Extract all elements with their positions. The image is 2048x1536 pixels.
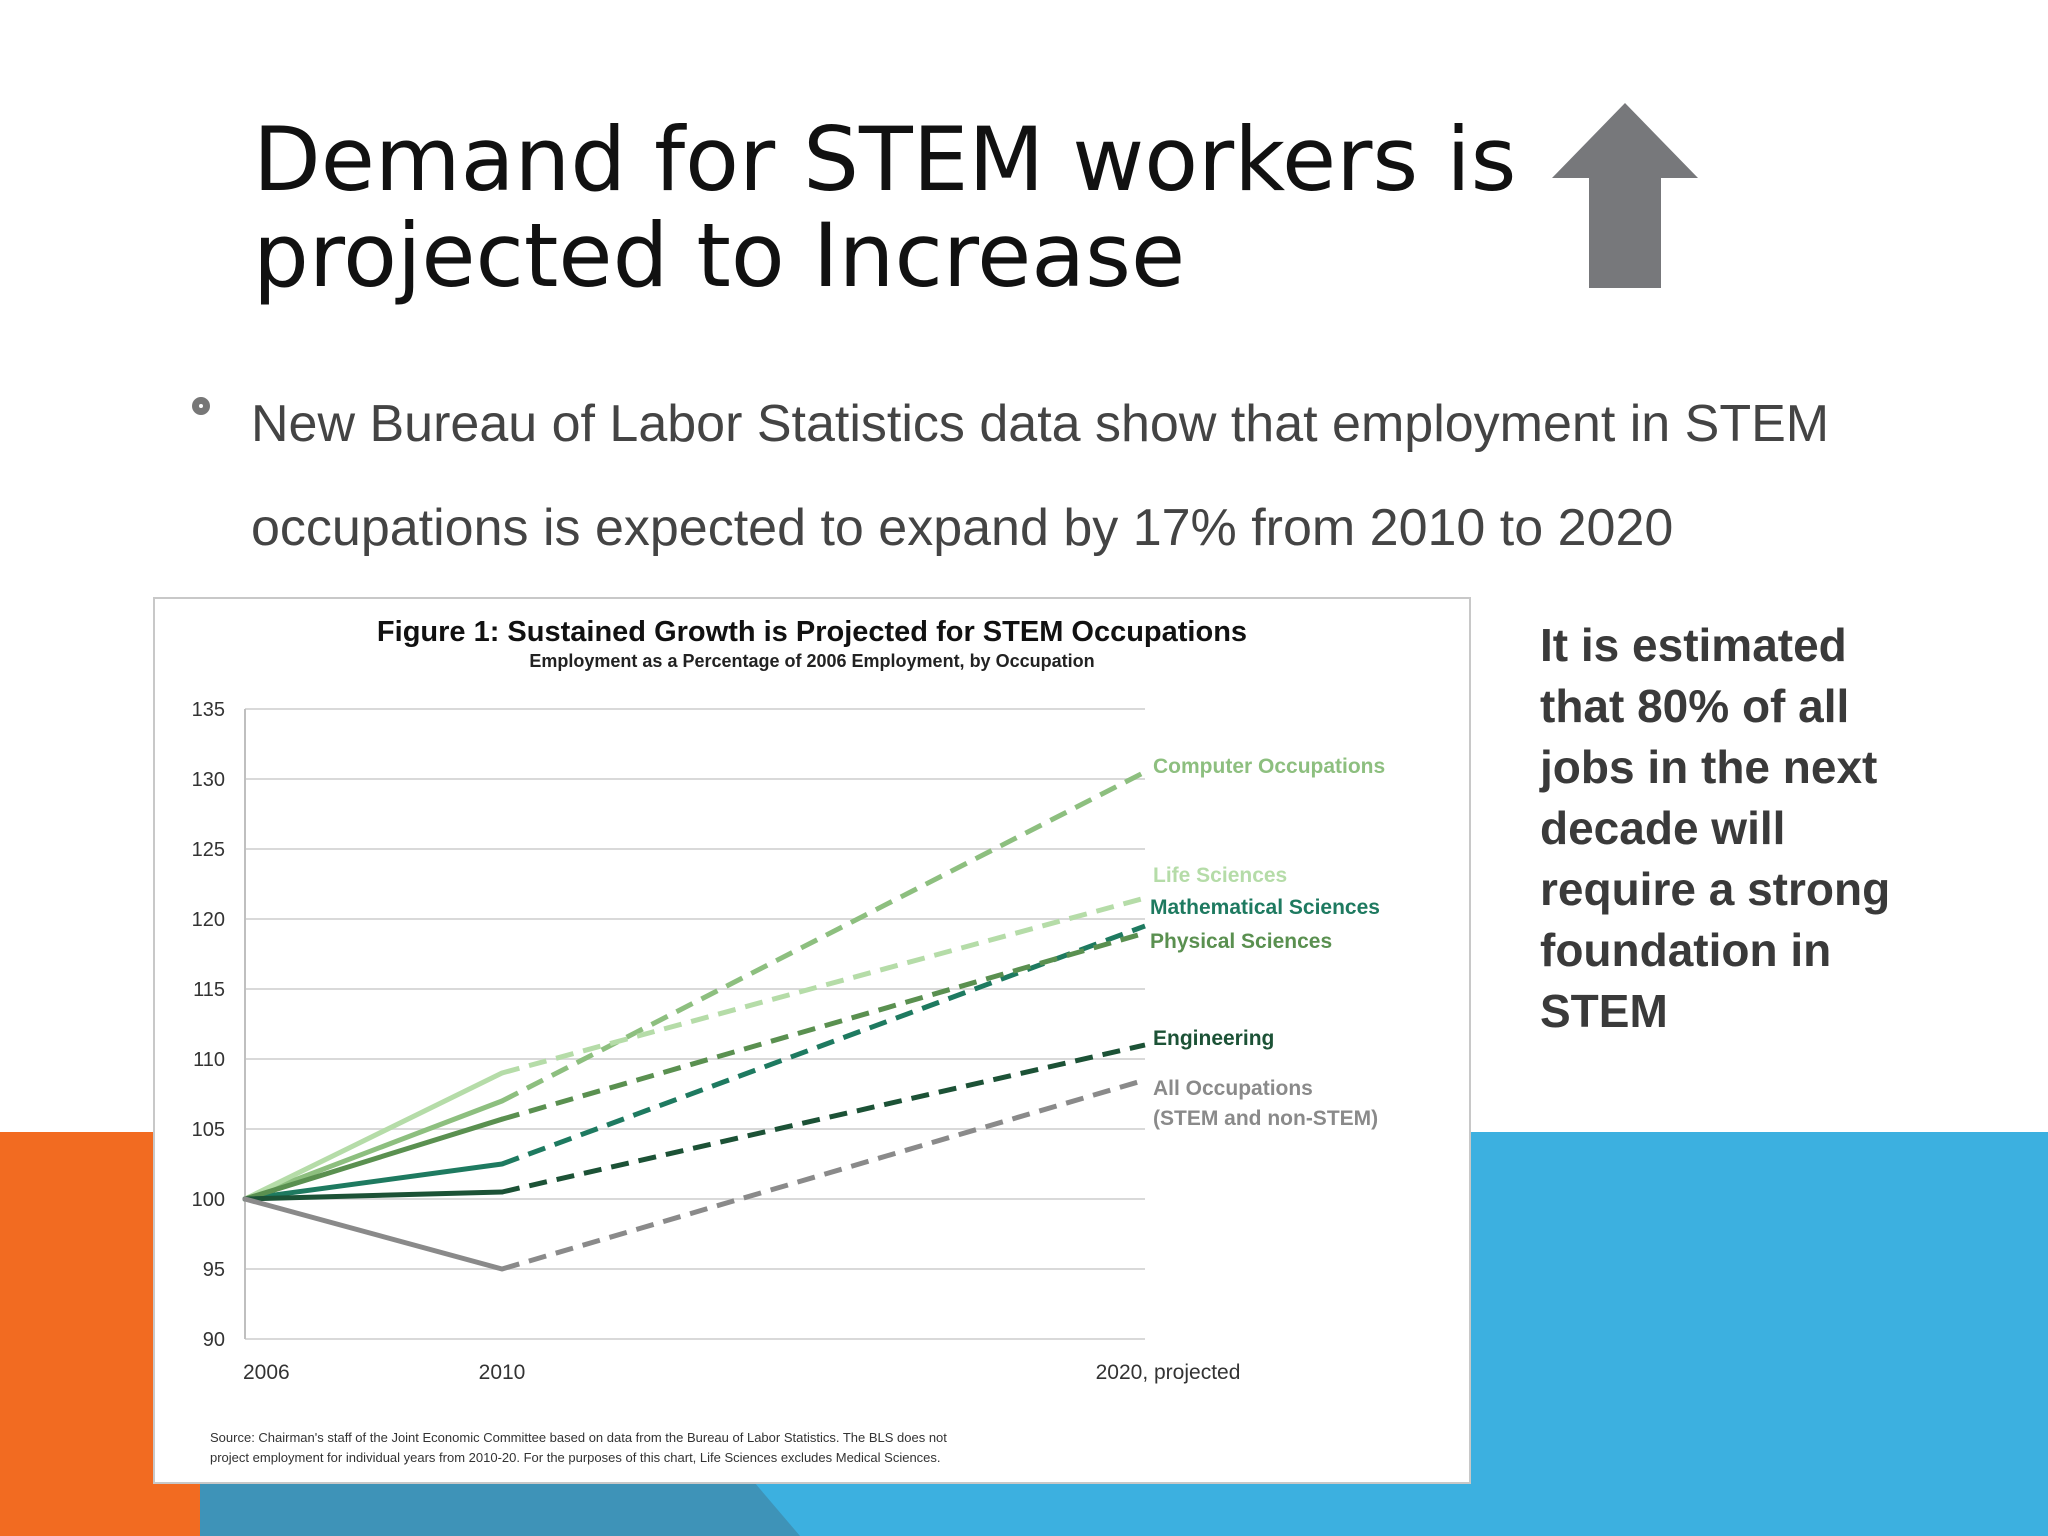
x-tick-label: 2010 (479, 1361, 526, 1384)
series-label: Mathematical Sciences (1150, 896, 1380, 919)
side-note: It is estimated that 80% of all jobs in … (1540, 619, 1891, 1037)
up-arrow-shape (1552, 103, 1698, 288)
series-line-actual (242, 1161, 505, 1202)
slide-title: Demand for STEM workers is projected to … (253, 108, 1517, 307)
series-line-actual (242, 1070, 505, 1202)
up-arrow-icon (1552, 103, 1698, 288)
bullet-icon (192, 397, 210, 415)
series-label-line-2: (STEM and non-STEM) (1153, 1107, 1378, 1130)
y-tick-label: 110 (193, 1049, 225, 1071)
chart-title: Figure 1: Sustained Growth is Projected … (377, 616, 1247, 648)
series-label: Life Sciences (1153, 864, 1287, 887)
y-tick-label: 120 (192, 909, 225, 931)
chart-figure: Figure 1: Sustained Growth is Projected … (153, 597, 1471, 1484)
y-tick-label: 125 (192, 839, 225, 861)
y-tick-label: 90 (203, 1329, 225, 1351)
series-lines (242, 769, 1147, 1272)
series-line-actual (242, 1196, 505, 1272)
series-line-projected (500, 769, 1147, 1104)
y-tick-label: 95 (203, 1259, 225, 1281)
series-line-projected (501, 923, 1146, 1167)
x-tick-label: 2006 (243, 1361, 290, 1384)
series-line-projected (501, 930, 1146, 1122)
y-tick-label: 115 (193, 979, 225, 1001)
line-chart: Figure 1: Sustained Growth is Projected … (192, 616, 1386, 1465)
series-label: All Occupations (1153, 1077, 1313, 1100)
x-axis-ticks: 2006 2010 2020, projected (243, 1361, 1240, 1384)
source-note-line-2: project employment for individual years … (210, 1450, 941, 1465)
series-label: Physical Sciences (1150, 930, 1332, 953)
series-line-actual (242, 1098, 505, 1202)
y-tick-label: 135 (192, 699, 225, 721)
series-line-projected (501, 1077, 1146, 1272)
y-axis-ticks: 135 130 125 120 115 110 105 100 95 90 (192, 699, 225, 1351)
series-line-actual (242, 1116, 505, 1202)
series-label: Computer Occupations (1153, 755, 1385, 778)
bullet-text: New Bureau of Labor Statistics data show… (251, 395, 1830, 557)
y-tick-label: 100 (192, 1189, 225, 1211)
series-label: Engineering (1153, 1027, 1274, 1050)
x-tick-label: 2020, projected (1096, 1361, 1241, 1384)
series-line-projected (501, 1042, 1146, 1195)
grid-lines (244, 708, 1145, 1340)
source-note-line-1: Source: Chairman's staff of the Joint Ec… (210, 1430, 947, 1445)
series-line-actual (242, 1189, 505, 1202)
series-labels: Computer Occupations Life Sciences Mathema… (1150, 755, 1385, 1130)
y-tick-label: 130 (192, 769, 225, 791)
y-tick-label: 105 (192, 1119, 225, 1141)
chart-subtitle: Employment as a Percentage of 2006 Emplo… (529, 651, 1094, 671)
